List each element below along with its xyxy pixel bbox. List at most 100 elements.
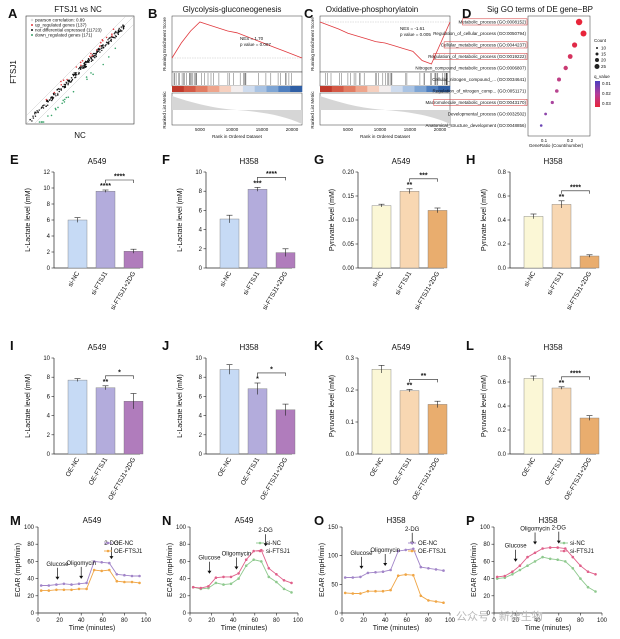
significance-bracket: [561, 190, 590, 194]
y-tick-label: 0.0: [498, 452, 507, 458]
y-tick-label: 2: [47, 250, 51, 256]
x-tick-label: 0: [492, 618, 496, 624]
scatter-point: [74, 72, 77, 74]
scatter-point: [116, 31, 118, 34]
go-term-highlight: [462, 18, 528, 26]
scatter-point: [85, 65, 87, 68]
bar: [123, 401, 144, 455]
series-point: [191, 585, 195, 589]
panel-label-a: A: [8, 6, 18, 21]
panel-a-scatter: FTSJ1 vs NC pearson correlation: 0.89 up…: [9, 5, 135, 140]
gsea-color-segment: [367, 86, 380, 92]
annotation-arrow-head: [383, 563, 388, 566]
scatter-point: [105, 44, 107, 46]
scatter-point: [78, 72, 80, 74]
panel-label-p: P: [466, 513, 475, 528]
scatter-point: [102, 47, 105, 49]
bracket-stars: ****: [570, 370, 581, 377]
panel-d-go: Sig GO terms of DE gene−BP Metabolic_pro…: [415, 5, 611, 148]
significance-bracket: [105, 375, 134, 379]
series-line: [193, 559, 292, 593]
scatter-point: [64, 86, 67, 89]
significance-stars: **: [559, 380, 565, 387]
legend-marker-up: [31, 24, 33, 26]
series-point: [419, 594, 423, 598]
annotation-arrow-head: [513, 558, 518, 562]
go-qvalue-0: 0.01: [602, 81, 611, 86]
scatter-point-up: [66, 78, 68, 81]
gsea-color-segment: [438, 86, 451, 92]
go-term-label: Metabolic_process (GO:0008152): [458, 20, 526, 25]
series-point: [214, 576, 218, 579]
go-term-label: Cellular_nitrogen_compound_... (GO:00346…: [432, 77, 526, 82]
line-chart-ylabel: ECAR (mpH/min): [471, 543, 478, 597]
series-point: [404, 573, 408, 576]
series-point: [282, 579, 286, 582]
series-point: [343, 591, 347, 595]
chart-panels: E A549 L-Lactate level (mM) 0 2 4 6 8 10 12 si-NC *…: [10, 152, 608, 632]
scatter-point: [38, 109, 40, 111]
go-term-label: Nitrogen_compound_metabolic_process (GO:…: [415, 66, 526, 71]
series-point: [548, 557, 552, 561]
scatter-point-up: [81, 60, 84, 62]
go-count-10: 10: [601, 46, 607, 51]
y-tick-label: 80: [483, 542, 490, 548]
scatter-point: [73, 73, 76, 76]
scatter-point: [45, 105, 47, 108]
x-tick-label: 20: [208, 618, 215, 624]
series-point: [381, 570, 385, 573]
scatter-points: [29, 24, 125, 123]
series-point: [115, 579, 119, 583]
y-tick-label: 80: [179, 542, 186, 548]
series-point: [39, 584, 43, 587]
line-chart-ylabel: ECAR (mpH/min): [15, 543, 22, 597]
series-point: [434, 600, 438, 603]
scatter-point-up: [60, 80, 62, 83]
scatter-point: [95, 54, 97, 56]
series-point: [579, 564, 582, 567]
bar-chart-title: H358: [239, 343, 259, 352]
bracket-stars: *: [270, 366, 273, 373]
go-qvalue-2: 0.03: [602, 101, 611, 106]
series-point: [359, 592, 362, 595]
go-xlabel: GeneRatio (Count/number): [529, 143, 584, 148]
series-point: [579, 577, 582, 580]
annotation-label: 2-DG: [552, 526, 567, 532]
go-term-highlight: [433, 53, 528, 60]
line-chart-title: H358: [538, 516, 558, 525]
bar: [371, 369, 392, 455]
series-point: [343, 576, 347, 579]
series-point: [412, 573, 415, 577]
scatter-point: [47, 101, 49, 103]
y-tick-label: 0: [487, 611, 491, 617]
bar-chart-l: L H358 Pyruvate level (mM) 0.0 0.2 0.4 0.6 0.8 O…: [466, 338, 600, 501]
panel-label-f: F: [162, 152, 170, 167]
bar-category-label: si-NC: [219, 270, 233, 288]
gsea-c-ylabel2: Ranked List Metric: [310, 91, 315, 129]
annotation-label: 2-DG: [104, 541, 119, 547]
scatter-point: [77, 73, 80, 75]
scatter-point: [66, 82, 68, 84]
scatter-point: [108, 37, 111, 39]
scatter-point: [94, 57, 96, 59]
gsea-color-segment: [426, 86, 439, 92]
scatter-point: [29, 118, 31, 121]
y-tick-label: 0.8: [498, 356, 507, 362]
y-tick-label: 0.20: [342, 170, 354, 176]
scatter-point-down: [102, 63, 104, 66]
scatter-point: [96, 50, 98, 52]
gsea-c-hits: [325, 73, 448, 85]
annotation-label: Oligomycin: [66, 561, 96, 567]
series-point: [222, 583, 225, 586]
scatter-point: [34, 111, 36, 114]
series-point: [275, 573, 278, 576]
scatter-point: [85, 61, 87, 63]
x-tick-label: 40: [78, 618, 85, 624]
scatter-point: [57, 93, 59, 95]
x-tick-label: 80: [577, 618, 584, 624]
y-tick-label: 0: [199, 452, 203, 458]
scatter-point-up: [90, 52, 92, 55]
scatter-point: [67, 84, 69, 86]
bar-category-label: si-FTSJ1: [90, 270, 109, 296]
